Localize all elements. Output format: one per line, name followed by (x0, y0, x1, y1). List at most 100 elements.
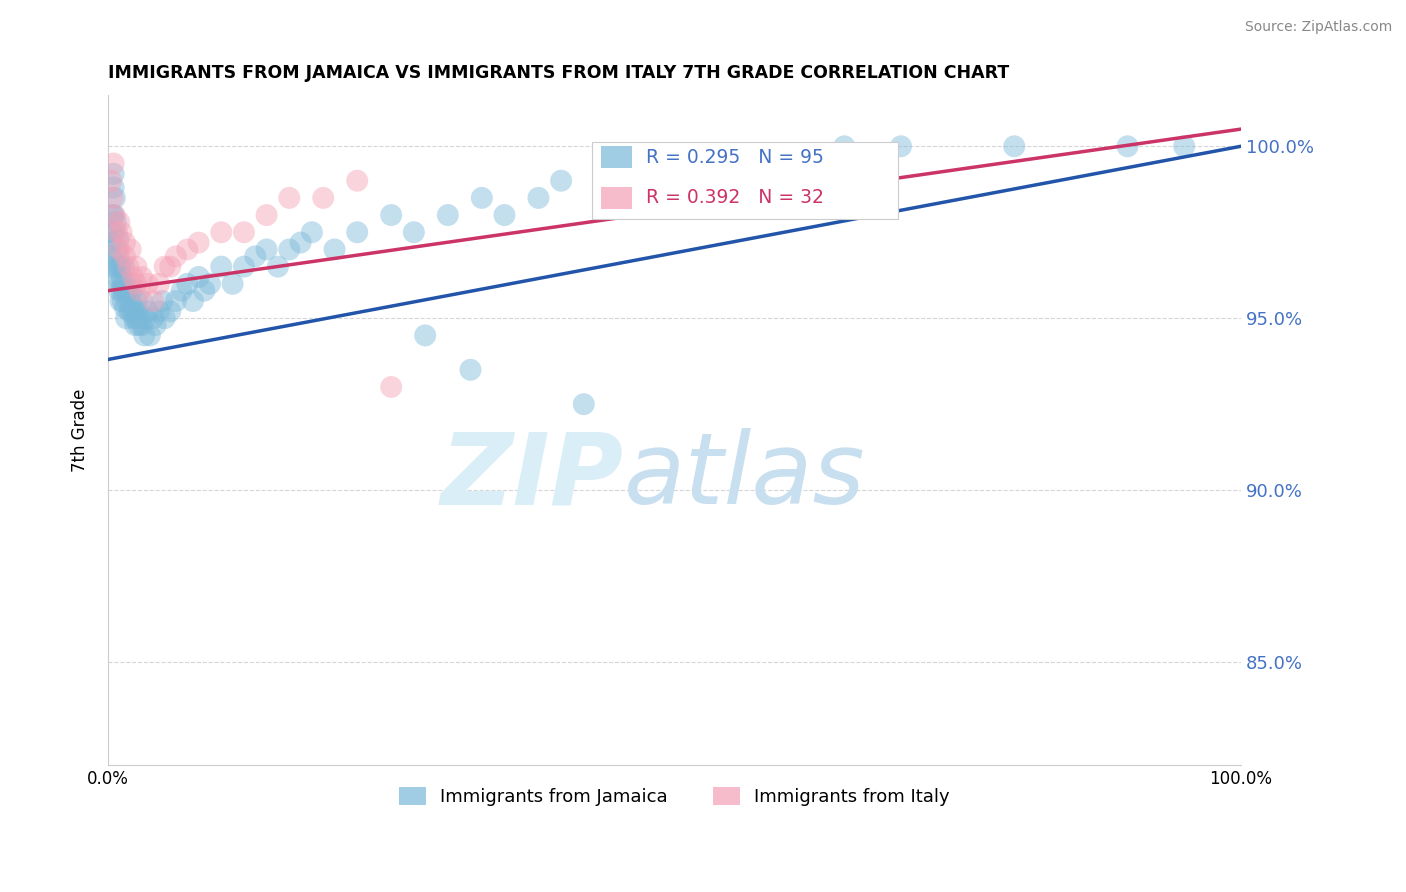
FancyBboxPatch shape (600, 146, 633, 169)
Point (115, 311, 138, 326)
Point (108, 284, 131, 298)
Point (471, 191, 494, 205)
Point (170, 284, 193, 298)
Point (100, 174, 122, 188)
Point (187, 269, 209, 284)
Point (114, 277, 136, 291)
Point (165, 293, 187, 308)
Text: Source: ZipAtlas.com: Source: ZipAtlas.com (1244, 20, 1392, 34)
Point (256, 208, 278, 222)
Point (122, 311, 145, 326)
Point (776, 156, 799, 170)
Point (107, 249, 129, 263)
Point (122, 269, 145, 284)
Point (125, 260, 148, 274)
Point (125, 311, 148, 326)
Point (124, 318, 146, 332)
Point (104, 225, 127, 239)
Point (105, 243, 128, 257)
Point (150, 293, 173, 308)
Point (115, 284, 138, 298)
Point (176, 243, 198, 257)
Point (131, 318, 153, 332)
Point (105, 225, 128, 239)
Point (108, 277, 131, 291)
Point (114, 235, 136, 250)
Point (193, 284, 215, 298)
Point (100, 235, 122, 250)
Point (117, 284, 139, 298)
Point (110, 284, 132, 298)
Point (209, 260, 232, 274)
Point (267, 260, 290, 274)
Point (134, 328, 156, 343)
Point (232, 225, 254, 239)
Point (121, 304, 143, 318)
Legend: Immigrants from Jamaica, Immigrants from Italy: Immigrants from Jamaica, Immigrants from… (391, 780, 957, 814)
Point (125, 293, 148, 308)
Point (110, 225, 132, 239)
Point (108, 243, 131, 257)
Point (110, 293, 132, 308)
Point (145, 318, 167, 332)
Point (148, 277, 170, 291)
Point (221, 277, 243, 291)
Y-axis label: 7th Grade: 7th Grade (72, 388, 89, 472)
Point (402, 225, 425, 239)
Point (107, 232, 129, 246)
Point (134, 311, 156, 326)
Point (122, 301, 145, 315)
Point (278, 243, 301, 257)
Point (181, 293, 204, 308)
Point (117, 260, 139, 274)
Point (413, 328, 436, 343)
Point (606, 191, 628, 205)
Point (209, 225, 232, 239)
Point (1173, 139, 1195, 153)
Point (105, 269, 128, 284)
Point (128, 284, 150, 298)
FancyBboxPatch shape (592, 142, 897, 219)
Point (101, 191, 124, 205)
Point (127, 304, 149, 318)
Point (120, 277, 142, 291)
Point (136, 304, 159, 318)
Point (110, 269, 132, 284)
Point (460, 363, 482, 377)
Point (890, 139, 912, 153)
Point (323, 243, 346, 257)
Point (104, 215, 127, 229)
Point (346, 174, 368, 188)
Point (104, 260, 127, 274)
Point (527, 191, 550, 205)
Point (139, 328, 162, 343)
Point (290, 235, 312, 250)
Point (153, 311, 176, 326)
Point (256, 243, 278, 257)
Text: ZIP: ZIP (440, 428, 623, 525)
Text: R = 0.392   N = 32: R = 0.392 N = 32 (647, 188, 824, 208)
Point (136, 277, 159, 291)
Point (103, 180, 125, 194)
Point (121, 284, 143, 298)
Point (664, 174, 686, 188)
Point (131, 293, 153, 308)
Point (103, 167, 125, 181)
Point (110, 260, 132, 274)
Point (118, 304, 141, 318)
Point (278, 191, 301, 205)
Point (104, 191, 127, 205)
Point (159, 260, 181, 274)
Text: R = 0.295   N = 95: R = 0.295 N = 95 (647, 148, 824, 168)
Point (128, 311, 150, 326)
Point (112, 284, 135, 298)
Point (380, 208, 402, 222)
Point (153, 260, 176, 274)
Point (159, 304, 181, 318)
Point (232, 260, 254, 274)
Point (98, 260, 121, 274)
Point (108, 215, 131, 229)
Point (104, 208, 127, 222)
Point (108, 260, 131, 274)
Point (437, 208, 460, 222)
